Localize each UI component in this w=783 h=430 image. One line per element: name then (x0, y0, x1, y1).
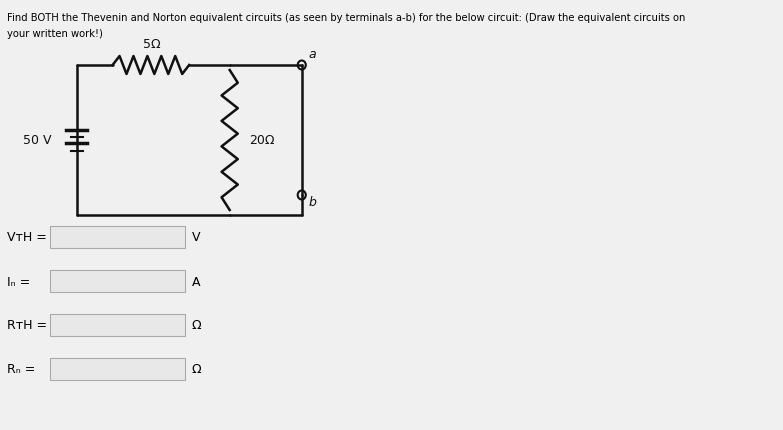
Text: VᴛH =: VᴛH = (7, 231, 47, 244)
FancyBboxPatch shape (49, 314, 185, 336)
Text: RᴛH =: RᴛH = (7, 319, 47, 332)
FancyBboxPatch shape (49, 227, 185, 249)
Text: V: V (192, 231, 200, 244)
Text: 20Ω: 20Ω (250, 134, 275, 147)
Text: Ω: Ω (192, 362, 201, 376)
Text: Find BOTH the Thevenin and Norton equivalent circuits (as seen by terminals a-b): Find BOTH the Thevenin and Norton equiva… (7, 13, 686, 23)
Text: Ω: Ω (192, 319, 201, 332)
Text: your written work!): your written work!) (7, 29, 103, 39)
Text: Rₙ =: Rₙ = (7, 362, 35, 376)
Text: 50 V: 50 V (23, 134, 52, 147)
Text: 5Ω: 5Ω (143, 38, 161, 51)
FancyBboxPatch shape (49, 270, 185, 292)
Text: b: b (309, 196, 317, 209)
Text: A: A (192, 275, 200, 288)
Text: Iₙ =: Iₙ = (7, 275, 31, 288)
Text: a: a (309, 48, 316, 61)
FancyBboxPatch shape (49, 358, 185, 380)
